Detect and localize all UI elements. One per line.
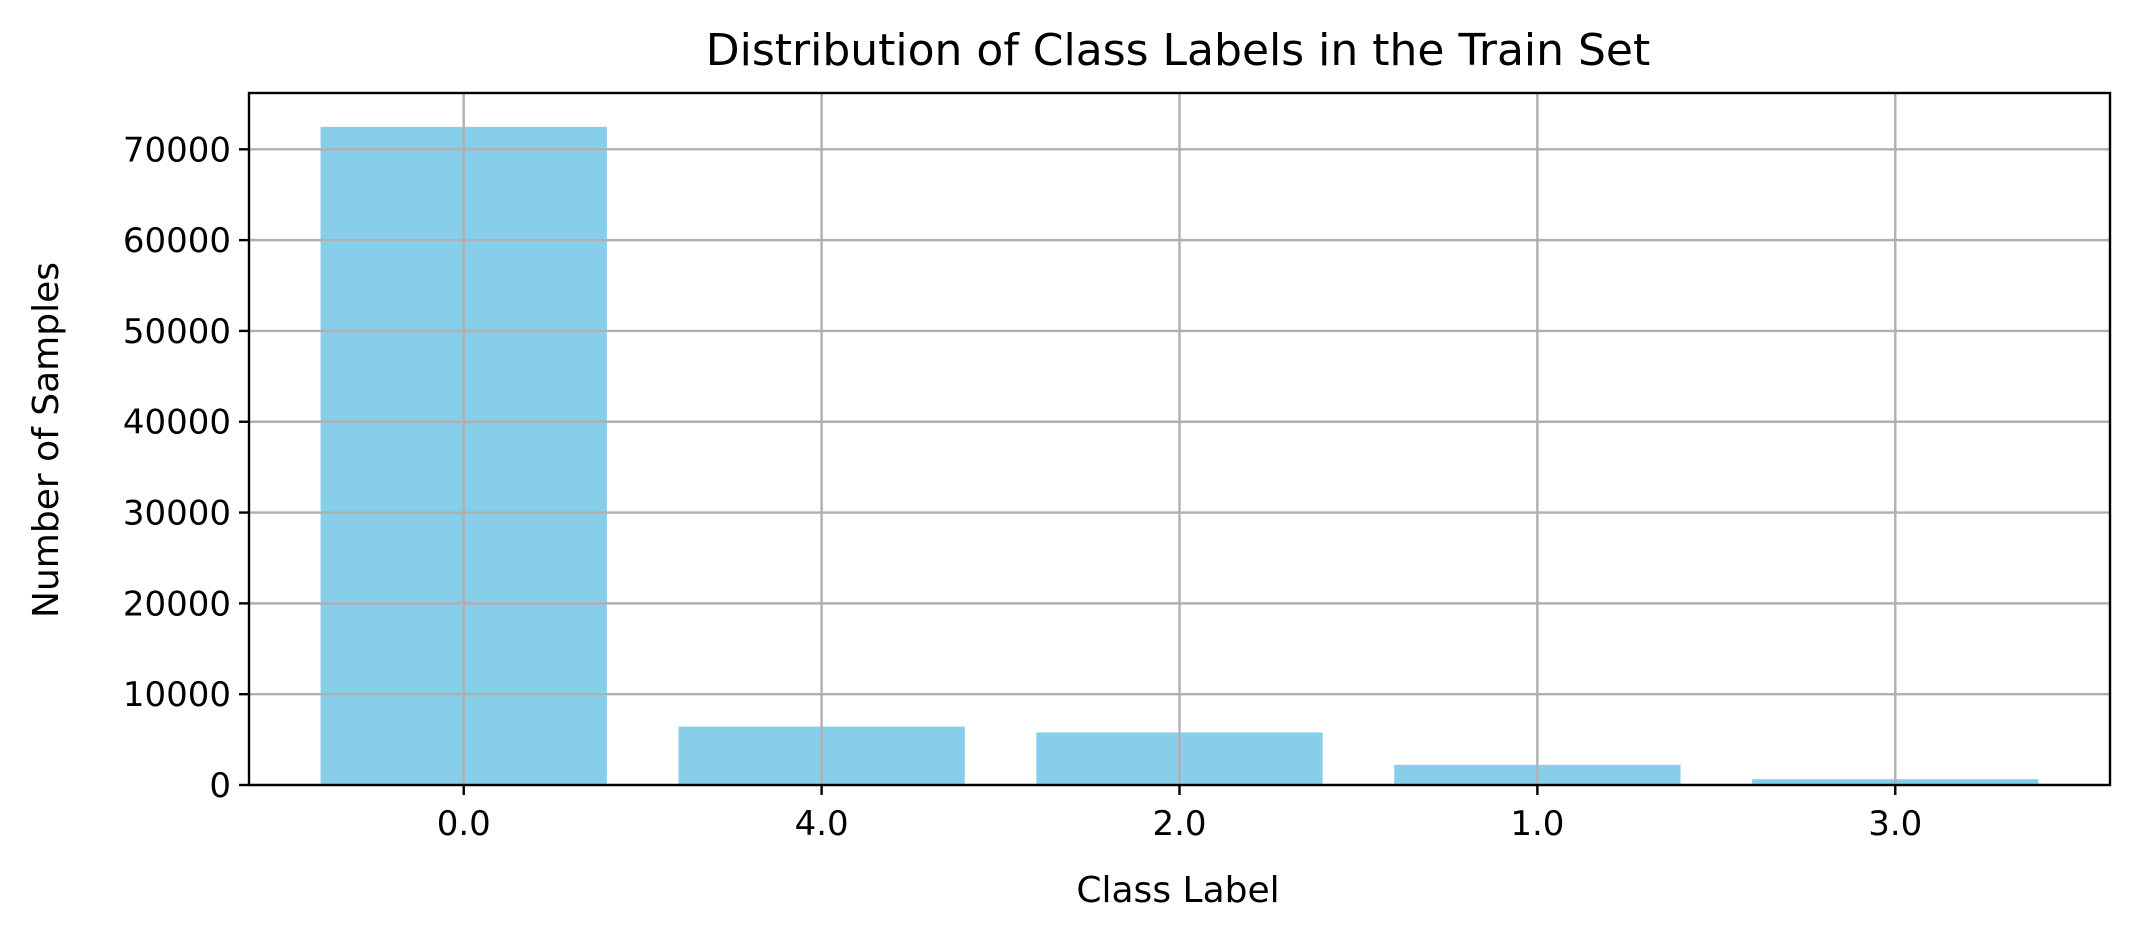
- y-tick-label: 70000: [123, 130, 231, 170]
- chart-title: Distribution of Class Labels in the Trai…: [706, 25, 1651, 76]
- y-tick-label: 10000: [123, 675, 231, 715]
- y-axis-label: Number of Samples: [26, 262, 67, 618]
- y-tick-label: 0: [209, 766, 231, 806]
- x-tick-label: 3.0: [1868, 804, 1922, 844]
- x-tick-label: 1.0: [1510, 804, 1564, 844]
- x-tick-label: 0.0: [437, 804, 491, 844]
- y-tick-label: 20000: [123, 584, 231, 624]
- grid-lines: [249, 93, 2110, 787]
- tick-labels: 0 10000 20000 30000 40000 50000 60000 70000 0.0 4…: [123, 130, 1922, 844]
- y-tick-label: 50000: [123, 312, 231, 352]
- y-tick-label: 40000: [123, 403, 231, 443]
- y-tick-label: 60000: [123, 221, 231, 261]
- x-axis-label: Class Label: [1076, 870, 1279, 911]
- x-tick-label: 4.0: [795, 804, 849, 844]
- x-tick-label: 2.0: [1152, 804, 1206, 844]
- y-tick-label: 30000: [123, 494, 231, 534]
